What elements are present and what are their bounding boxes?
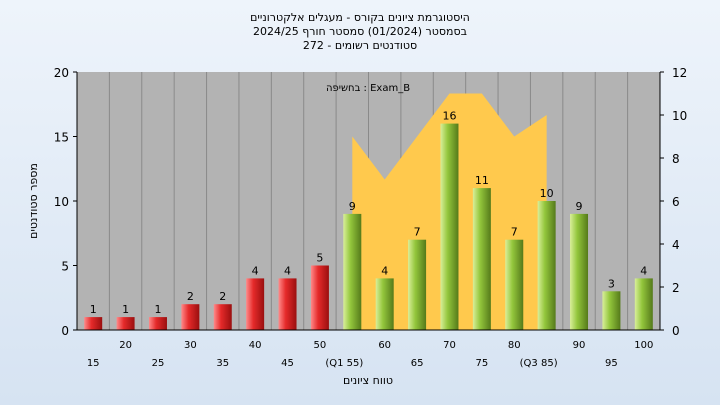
bar-value-label: 4 — [284, 264, 291, 277]
y-tick-label: 15 — [54, 131, 69, 145]
y-axis-left: 0 5 10 15 20 — [54, 66, 77, 338]
bar-value-label: 5 — [316, 252, 323, 265]
bar — [343, 213, 362, 330]
y-tick-label: 20 — [54, 66, 69, 80]
bar-value-label: 9 — [349, 200, 356, 213]
title-line-1: היסטוגרמת ציונים בקורס - מעגלים אלקטרוני… — [250, 11, 470, 24]
bar-value-label: 4 — [252, 264, 259, 277]
y-axis-right: 0 2 4 6 8 10 12 — [660, 66, 687, 338]
bar — [116, 317, 135, 330]
x-tick-label: 40 — [249, 340, 262, 351]
bar-value-label: 2 — [187, 290, 194, 303]
y2-tick-label: 10 — [672, 109, 687, 123]
bar — [213, 304, 232, 330]
x-tick-label: 65 — [411, 358, 424, 369]
x-tick-label: 100 — [634, 340, 653, 351]
bar — [408, 239, 427, 330]
x-tick-label: 25 — [152, 358, 165, 369]
bar — [375, 278, 394, 330]
bar-value-label: 3 — [608, 277, 615, 290]
y2-tick-label: 0 — [672, 324, 680, 338]
x-tick-label: 15 — [87, 358, 100, 369]
x-tick-label: (Q1 55) — [325, 358, 363, 369]
bar-value-label: 7 — [511, 226, 518, 239]
x-tick-label: 60 — [378, 340, 391, 351]
y2-tick-label: 6 — [672, 195, 680, 209]
bar-value-label: 4 — [381, 264, 388, 277]
y-axis-label: מספר סטודנטים — [27, 163, 40, 239]
bar — [278, 278, 297, 330]
x-axis: 15 20 25 30 35 40 45 50 (Q1 55) 60 65 70 75 80 (Q3 85)… — [87, 340, 654, 369]
bar — [570, 213, 589, 330]
bar-value-label: 9 — [576, 200, 583, 213]
title-line-2: בסמסטר (01/2024) סמסטר חורף 2024/25 — [253, 25, 467, 38]
bar-value-label: 1 — [90, 303, 97, 316]
x-tick-label: 35 — [216, 358, 229, 369]
bar-value-label: 2 — [219, 290, 226, 303]
x-tick-label: 90 — [573, 340, 586, 351]
x-tick-label: 30 — [184, 340, 197, 351]
chart-title: היסטוגרמת ציונים בקורס - מעגלים אלקטרוני… — [250, 11, 470, 52]
bar — [537, 201, 556, 330]
y-tick-label: 10 — [54, 195, 69, 209]
x-tick-label: (Q3 85) — [520, 358, 558, 369]
bar — [148, 317, 167, 330]
y-tick-label: 0 — [61, 324, 69, 338]
bar — [472, 188, 491, 330]
bar — [84, 317, 103, 330]
bars — [84, 123, 653, 330]
bar — [440, 123, 459, 330]
bar-value-label: 4 — [640, 264, 647, 277]
x-tick-label: 95 — [605, 358, 618, 369]
x-tick-label: 20 — [119, 340, 132, 351]
x-tick-label: 75 — [475, 358, 488, 369]
exam-label: בחשיפה : Exam_B — [326, 83, 410, 94]
bar — [505, 239, 524, 330]
y2-tick-label: 12 — [672, 66, 687, 80]
x-axis-label: טווח ציונים — [343, 374, 393, 387]
y2-tick-label: 8 — [672, 152, 680, 166]
bar-value-label: 10 — [540, 187, 554, 200]
bar — [634, 278, 653, 330]
bar-value-label: 1 — [122, 303, 129, 316]
bar-value-label: 11 — [475, 174, 489, 187]
bar — [602, 291, 621, 330]
title-line-3: סטודנטים רשומים - 272 — [303, 39, 417, 52]
bar-value-label: 16 — [442, 110, 456, 123]
y-tick-label: 5 — [61, 260, 69, 274]
x-tick-label: 45 — [281, 358, 294, 369]
y2-tick-label: 4 — [672, 238, 680, 252]
bar — [310, 265, 329, 330]
bar-value-label: 1 — [154, 303, 161, 316]
bar — [181, 304, 200, 330]
bar-value-label: 7 — [414, 226, 421, 239]
y2-tick-label: 2 — [672, 281, 680, 295]
x-tick-label: 70 — [443, 340, 456, 351]
x-tick-label: 80 — [508, 340, 521, 351]
x-tick-label: 50 — [314, 340, 327, 351]
bar — [246, 278, 265, 330]
